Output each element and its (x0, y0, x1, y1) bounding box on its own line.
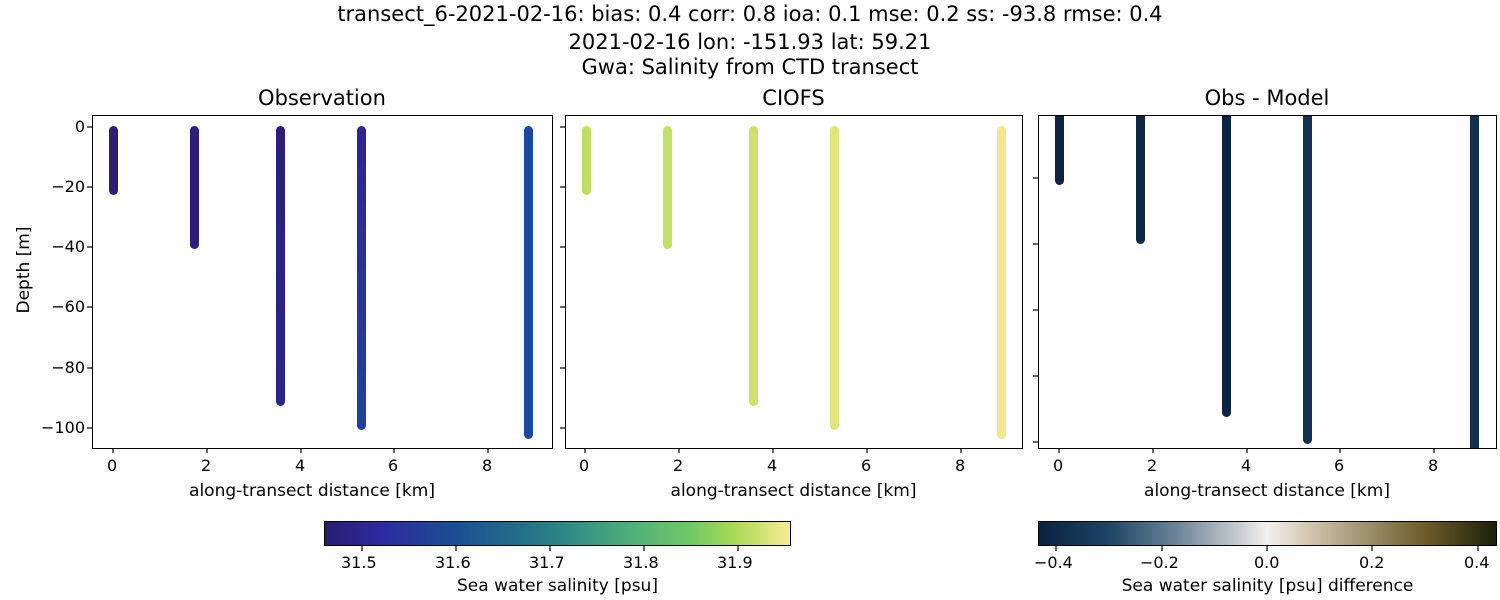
salinity-colorbar-label: Sea water salinity [psu] (457, 576, 658, 596)
obs-minus-model-axes (1038, 115, 1497, 449)
diff-station-1 (1055, 116, 1064, 185)
figure-title-location: 2021-02-16 lon: -151.93 lat: 59.21 (568, 30, 932, 54)
x-tick: 6 (1334, 456, 1345, 475)
y-tick-minus100: −100 (41, 418, 85, 437)
x-tick: 0 (1053, 456, 1064, 475)
x-tick: 4 (1241, 456, 1252, 475)
x-tick: 2 (673, 456, 684, 475)
y-tick-minus60: −60 (51, 297, 85, 316)
y-tick-0: 0 (74, 117, 85, 136)
y-tick-minus80: −80 (51, 358, 85, 377)
panel-title-obs-minus-model: Obs - Model (1204, 86, 1330, 110)
x-tick: 6 (861, 456, 872, 475)
x-tick: 2 (1147, 456, 1158, 475)
obs-station-3 (276, 126, 285, 406)
figure-title-stats: transect_6-2021-02-16: bias: 0.4 corr: 0… (337, 2, 1163, 26)
salinity-tick: 31.9 (717, 553, 753, 572)
x-axis-label-ciofs: along-transect distance [km] (670, 481, 917, 501)
salinity-tick: 31.5 (341, 553, 377, 572)
difference-colorbar (1038, 521, 1497, 546)
difference-colorbar-label: Sea water salinity [psu] difference (1121, 576, 1414, 596)
figure-title-dataset: Gwa: Salinity from CTD transect (581, 55, 919, 79)
panel-title-observation: Observation (258, 86, 386, 110)
x-tick: 0 (579, 456, 590, 475)
y-tick-minus20: −20 (51, 177, 85, 196)
ciofs-station-5 (997, 126, 1006, 439)
x-tick: 4 (767, 456, 778, 475)
ciofs-station-2 (663, 126, 672, 249)
salinity-tick: 31.6 (435, 553, 471, 572)
obs-station-4 (357, 126, 366, 430)
diff-station-2 (1136, 116, 1145, 244)
difference-tick: −0.4 (1034, 553, 1073, 572)
difference-tick: 0.0 (1254, 553, 1280, 572)
observation-axes (92, 115, 553, 449)
x-tick: 8 (482, 456, 493, 475)
x-axis-label-observation: along-transect distance [km] (189, 481, 435, 501)
y-tick-minus40: −40 (51, 237, 85, 256)
salinity-tick: 31.7 (529, 553, 565, 572)
panel-title-ciofs: CIOFS (762, 86, 825, 110)
diff-station-4 (1303, 116, 1312, 444)
ciofs-station-3 (749, 126, 758, 406)
difference-tick: 0.4 (1464, 553, 1490, 572)
diff-station-5 (1470, 116, 1479, 448)
ciofs-axes (565, 115, 1023, 449)
salinity-colorbar (324, 521, 791, 546)
x-tick: 6 (388, 456, 399, 475)
x-tick: 8 (955, 456, 966, 475)
obs-station-5 (524, 126, 533, 439)
ciofs-station-1 (582, 126, 591, 195)
x-axis-label-obs-minus-model: along-transect distance [km] (1144, 481, 1390, 501)
obs-station-1 (109, 126, 118, 195)
difference-tick: 0.2 (1359, 553, 1385, 572)
diff-station-3 (1222, 116, 1231, 417)
x-tick: 8 (1428, 456, 1439, 475)
x-tick: 4 (295, 456, 306, 475)
difference-tick: −0.2 (1140, 553, 1179, 572)
salinity-tick: 31.8 (623, 553, 659, 572)
x-tick: 2 (201, 456, 212, 475)
ciofs-station-4 (830, 126, 839, 430)
obs-station-2 (190, 126, 199, 249)
x-tick: 0 (107, 456, 118, 475)
